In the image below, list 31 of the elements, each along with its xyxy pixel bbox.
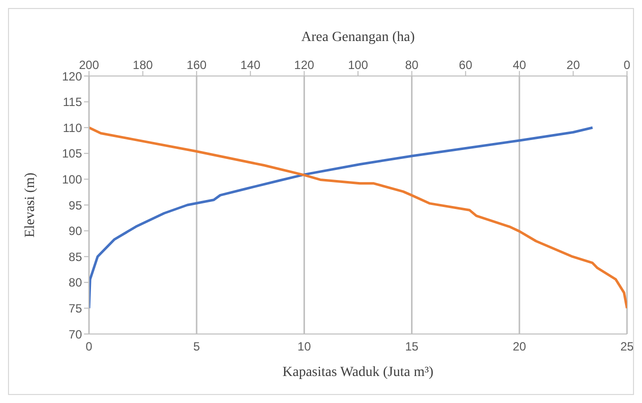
x2-tick-label: 80 (405, 58, 419, 72)
y-tick-label: 70 (68, 327, 82, 342)
y-tick-label: 80 (68, 276, 82, 290)
x2-tick-label: 180 (132, 58, 154, 72)
y-tick-label: 115 (62, 95, 82, 110)
x-tick-label: 5 (193, 340, 200, 354)
y-tick-label: 85 (68, 250, 82, 264)
x2-axis-title: Area Genangan (ha) (301, 30, 416, 45)
y-tick-label: 75 (68, 301, 82, 316)
y-tick-label: 120 (62, 69, 82, 84)
x2-tick-label: 20 (566, 58, 580, 72)
x-tick-label: 0 (86, 340, 93, 354)
y-tick-label: 110 (62, 120, 82, 135)
y-tick-label: 105 (62, 146, 82, 161)
y-tick-label: 95 (68, 198, 82, 212)
x2-tick-label: 120 (294, 58, 315, 72)
x-tick-label: 15 (405, 340, 419, 354)
x2-tick-label: 0 (624, 58, 631, 72)
x2-tick-label: 160 (186, 58, 207, 72)
x2-tick-label: 200 (78, 58, 100, 72)
x-tick-label: 25 (620, 340, 634, 354)
x-tick-label: 10 (298, 340, 312, 354)
x-tick-label: 20 (512, 340, 526, 354)
y-tick-label: 100 (62, 172, 82, 186)
y-tick-label: 90 (68, 224, 82, 238)
x2-tick-label: 140 (240, 58, 261, 72)
y-axis-title: Elevasi (m) (22, 172, 38, 238)
x-axis-title: Kapasitas Waduk (Juta m³) (282, 365, 434, 380)
x2-tick-label: 60 (458, 58, 473, 72)
x2-tick-label: 100 (348, 58, 368, 72)
x2-tick-label: 40 (512, 58, 526, 72)
